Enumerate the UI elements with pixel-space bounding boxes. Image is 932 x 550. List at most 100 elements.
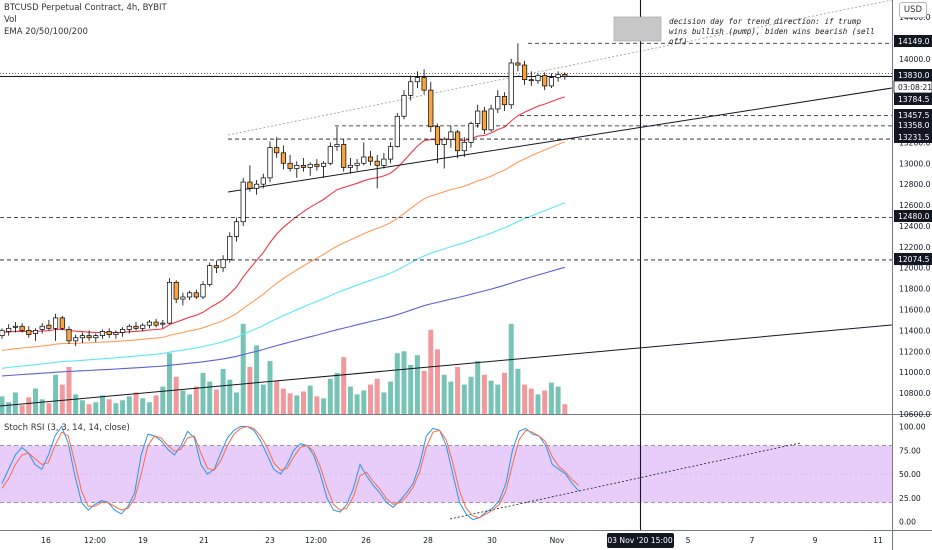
price-tick-label: 14000.0 xyxy=(899,55,931,64)
volume-bar xyxy=(113,403,119,414)
candle-body xyxy=(12,325,18,328)
candle-body xyxy=(421,77,427,91)
time-tick-label: 7 xyxy=(750,536,755,545)
volume-bar xyxy=(481,374,487,414)
price-label-badge xyxy=(894,210,932,222)
time-tick-label: 5 xyxy=(686,536,691,545)
stoch-rsi-legend: Stoch RSI (3, 3, 14, 14, close) xyxy=(4,423,130,433)
candle-body xyxy=(140,324,146,329)
ema-50-line xyxy=(1,141,566,352)
candle-body xyxy=(321,162,327,167)
price-label-badge xyxy=(894,131,932,143)
time-cursor-badge xyxy=(607,533,674,548)
stoch-rsi-lines xyxy=(1,425,580,521)
candle-body xyxy=(528,79,534,82)
long-term-trendline xyxy=(0,324,893,407)
volume-bar xyxy=(227,379,233,414)
candle-body xyxy=(66,329,72,342)
candle-body xyxy=(495,96,501,110)
candle-body xyxy=(428,89,434,128)
candle-body xyxy=(522,64,528,81)
price-tick-label: 11000.0 xyxy=(899,368,931,377)
volume-bar xyxy=(461,384,467,414)
volume-bar xyxy=(247,366,253,414)
time-tick-label: 11 xyxy=(873,536,883,545)
volume-bar xyxy=(260,384,266,414)
volume-bar xyxy=(321,398,327,414)
candle-body xyxy=(535,75,541,82)
volume-bar xyxy=(234,392,239,414)
candle-body xyxy=(233,221,240,237)
volume-bar xyxy=(173,376,179,414)
volume-bar xyxy=(287,393,293,414)
volume-bar xyxy=(341,357,347,414)
currency-badge[interactable]: USD xyxy=(899,2,927,18)
price-label-badge xyxy=(894,93,932,105)
price-label-text: 13358.0 xyxy=(898,121,930,130)
channel-upper-line xyxy=(227,0,893,136)
volume-bar xyxy=(327,378,333,414)
volume-bar xyxy=(388,381,394,414)
price-tick-label: 12600.0 xyxy=(899,201,931,210)
candle-body xyxy=(247,181,253,189)
channel-lower-trendline xyxy=(227,87,893,193)
candle-body xyxy=(79,335,85,339)
candle-body xyxy=(86,335,92,339)
ema-legend: EMA 20/50/100/200 xyxy=(4,27,88,37)
candle-body xyxy=(542,75,548,87)
price-label-badge xyxy=(894,69,932,81)
volume-bar xyxy=(207,381,213,414)
volume-bar xyxy=(33,388,38,414)
volume-bar xyxy=(334,372,340,414)
volume-bar xyxy=(294,395,300,414)
candle-body xyxy=(133,325,139,329)
volume-bar xyxy=(86,404,92,414)
volume-bar xyxy=(46,403,52,414)
volume-bar xyxy=(475,361,481,414)
candle-body xyxy=(173,282,179,300)
volume-bar xyxy=(548,382,554,414)
candle-body xyxy=(53,317,59,329)
axes: 14400.014000.013800.013600.013400.013200… xyxy=(41,13,931,548)
candle-body xyxy=(354,162,360,166)
volume-bar xyxy=(140,398,146,414)
price-label-text: 12074.5 xyxy=(898,255,930,264)
volume-legend: Vol xyxy=(4,15,17,25)
candle-body xyxy=(347,165,353,168)
candle-body xyxy=(0,330,5,336)
candle-body xyxy=(267,147,273,179)
time-tick-label: 23 xyxy=(265,536,275,545)
volume-bar xyxy=(455,366,461,414)
volume-bar xyxy=(187,394,193,414)
candle-body xyxy=(254,183,260,189)
volume-bar xyxy=(408,365,414,414)
volume-bar xyxy=(421,370,427,414)
volume-bar xyxy=(401,351,407,414)
volume-bar xyxy=(448,381,454,414)
candle-body xyxy=(475,110,481,124)
volume-bar xyxy=(468,376,474,414)
candle-body xyxy=(555,74,561,78)
candle-body xyxy=(146,321,152,326)
price-tick-label: 10800.0 xyxy=(899,389,931,398)
candle-body xyxy=(461,142,467,152)
volume-bar xyxy=(435,349,440,414)
stoch-k-line xyxy=(1,425,580,521)
price-tick-label: 11800.0 xyxy=(899,285,931,294)
volume-bar xyxy=(562,404,568,414)
volume-bar xyxy=(39,399,45,414)
candle-body xyxy=(19,325,25,331)
candle-body xyxy=(287,162,293,169)
price-label-badge xyxy=(894,35,932,47)
price-tick-label: 10600.0 xyxy=(899,410,931,419)
volume-bar xyxy=(267,361,273,414)
volume-bar xyxy=(133,392,139,414)
volume-bar xyxy=(160,386,166,414)
volume-bar xyxy=(555,386,561,414)
volume-bar xyxy=(153,395,159,414)
time-tick-label: 21 xyxy=(199,536,209,545)
annotation-line-2: wins bullish (pump), biden wins bearish … xyxy=(669,27,875,46)
price-tick-label: 11400.0 xyxy=(899,326,931,335)
